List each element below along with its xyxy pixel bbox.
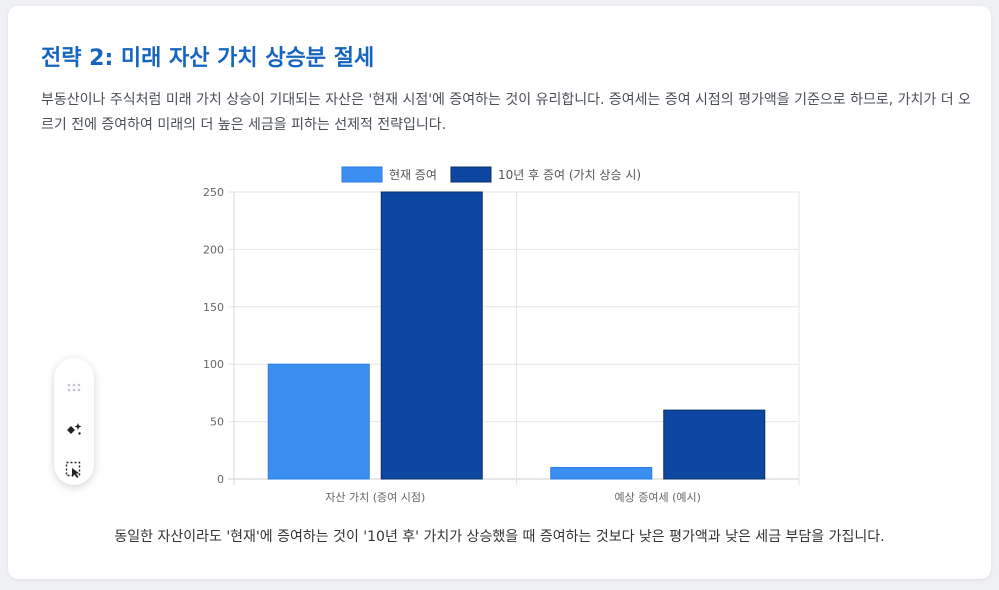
x-axis: 자산 가치 (증여 시점) 예상 증여세 (예시) [325,491,701,504]
x-tick-label: 예상 증여세 (예시) [615,491,701,504]
chart-caption: 동일한 자산이라도 '현재'에 증여하는 것이 '10년 후' 가치가 상승했을… [114,529,885,545]
drag-handle-icon[interactable] [54,370,94,406]
strategy-card: 전략 2: 미래 자산 가치 상승분 절세 부동산이나 주식처럼 미래 가치 상… [8,6,991,579]
y-tick-label: 0 [217,473,224,486]
bar-chart: 현재 증여 10년 후 증여 (가치 상승 시) 050100150200250 … [203,166,800,504]
y-tick-label: 250 [203,186,224,199]
magic-sparkle-icon[interactable] [54,410,94,450]
bar [267,363,370,480]
chart-legend: 현재 증여 10년 후 증여 (가치 상승 시) [341,166,641,183]
floating-toolbar [54,358,94,485]
bar [380,191,483,480]
bar [550,467,653,480]
y-axis: 0 50 100 150 200 250 [203,186,235,486]
y-tick-label: 100 [203,358,224,371]
y-tick-label: 150 [203,301,224,314]
legend-label: 10년 후 증여 (가치 상승 시) [498,168,641,182]
bar [663,409,766,480]
x-tick-label: 자산 가치 (증여 시점) [325,491,425,504]
y-tick-label: 200 [203,243,224,256]
y-tick-label: 50 [210,416,224,429]
legend-swatch [450,166,492,183]
select-arrow-icon[interactable] [54,450,94,490]
chart-bars [267,191,766,480]
page-title: 전략 2: 미래 자산 가치 상승분 절세 [41,46,375,71]
legend-swatch [341,166,383,183]
strategy-description: 부동산이나 주식처럼 미래 가치 상승이 기대되는 자산은 '현재 시점'에 증… [41,92,971,133]
legend-label: 현재 증여 [389,168,437,182]
